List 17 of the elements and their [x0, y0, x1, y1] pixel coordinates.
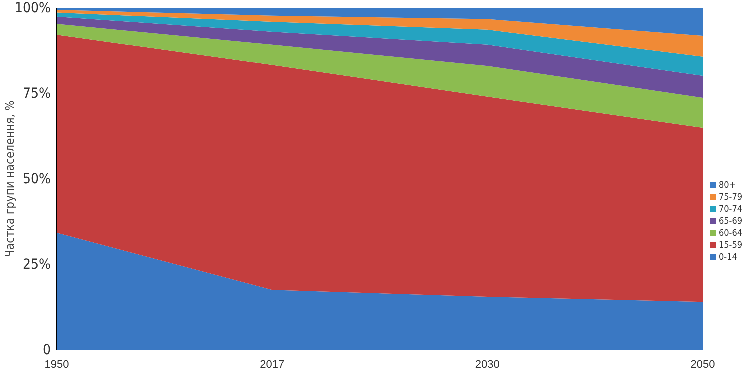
x-tick-label: 2050 — [690, 358, 716, 371]
x-tick-label: 2030 — [475, 358, 500, 371]
legend-label: 80+ — [719, 181, 736, 191]
legend-label: 60-64 — [719, 229, 743, 239]
y-tick-label: 100% — [14, 0, 52, 16]
y-tick-label: 50% — [23, 171, 52, 188]
x-tick-label: 1950 — [44, 358, 70, 371]
legend-label: 15-59 — [719, 241, 743, 251]
legend-label: 70-74 — [719, 205, 743, 215]
legend-label: 75-79 — [719, 193, 743, 203]
legend-label: 65-69 — [719, 217, 743, 227]
y-axis-title: Частка групи населення, % — [3, 100, 17, 258]
y-tick-label: 25% — [23, 256, 52, 273]
x-tick-label: 2017 — [260, 358, 285, 371]
legend-label: 0-14 — [719, 253, 738, 263]
y-tick-label: 75% — [23, 86, 52, 102]
y-tick-label: 0 — [42, 342, 51, 358]
